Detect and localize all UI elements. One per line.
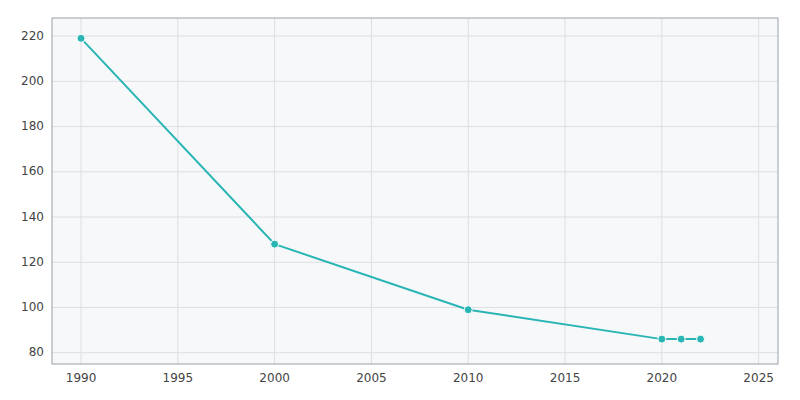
grid bbox=[52, 18, 778, 364]
x-grid-line bbox=[371, 18, 372, 364]
point bbox=[271, 240, 279, 248]
x-tick-label: 2015 bbox=[550, 371, 581, 385]
x-tick-label: 2000 bbox=[259, 371, 290, 385]
y-tick-label: 180 bbox=[21, 119, 44, 133]
y-grid-line bbox=[52, 171, 778, 172]
point bbox=[77, 34, 85, 42]
x-grid-line bbox=[758, 18, 759, 364]
y-tick-label: 200 bbox=[21, 74, 44, 88]
y-grid-line bbox=[52, 217, 778, 218]
x-tick-label: 2010 bbox=[453, 371, 484, 385]
series bbox=[77, 34, 705, 343]
y-tick-label: 80 bbox=[29, 345, 44, 359]
axes: 80 100 120 140 160 180 200 220 1990 1995 2000 2005 2… bbox=[21, 29, 774, 385]
y-tick-label: 120 bbox=[21, 255, 44, 269]
y-grid-line bbox=[52, 36, 778, 37]
y-grid-line bbox=[52, 81, 778, 82]
y-grid-line bbox=[52, 126, 778, 127]
point bbox=[697, 335, 705, 343]
x-grid-line bbox=[274, 18, 275, 364]
y-grid-line bbox=[52, 262, 778, 263]
plot-frame bbox=[52, 18, 778, 364]
point bbox=[464, 306, 472, 314]
x-grid-line bbox=[81, 18, 82, 364]
y-tick-label: 220 bbox=[21, 29, 44, 43]
x-grid-line bbox=[177, 18, 178, 364]
y-tick-label: 160 bbox=[21, 164, 44, 178]
x-tick-label: 2005 bbox=[356, 371, 387, 385]
y-tick-label: 140 bbox=[21, 210, 44, 224]
line bbox=[81, 38, 701, 339]
chart-container: 80 100 120 140 160 180 200 220 1990 1995 2000 2005 2… bbox=[0, 0, 800, 400]
x-tick-label: 1990 bbox=[66, 371, 97, 385]
plot-background bbox=[52, 18, 778, 364]
x-grid-line bbox=[661, 18, 662, 364]
y-tick-label: 100 bbox=[21, 300, 44, 314]
x-grid-line bbox=[565, 18, 566, 364]
y-grid-line bbox=[52, 352, 778, 353]
chart-svg: 80 100 120 140 160 180 200 220 1990 1995 2000 2005 2… bbox=[0, 0, 800, 400]
x-tick-label: 1995 bbox=[163, 371, 194, 385]
point bbox=[658, 335, 666, 343]
x-tick-label: 2025 bbox=[743, 371, 774, 385]
point bbox=[677, 335, 685, 343]
y-grid-line bbox=[52, 307, 778, 308]
x-tick-label: 2020 bbox=[647, 371, 678, 385]
